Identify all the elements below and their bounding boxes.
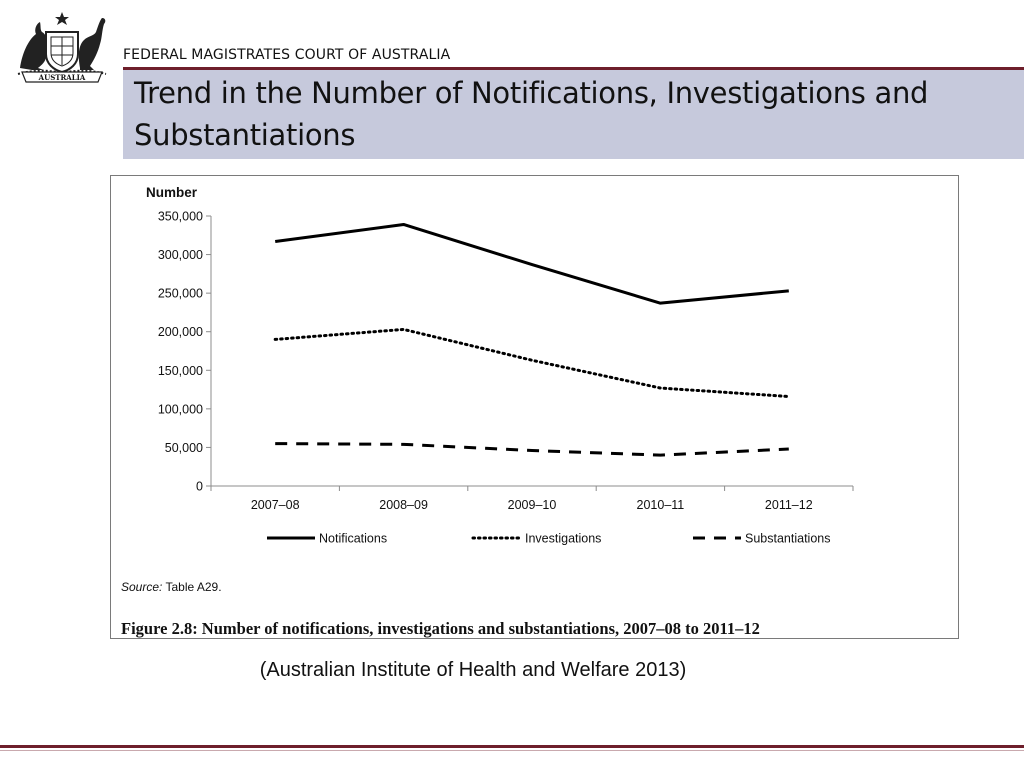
y-tick-label: 200,000 bbox=[158, 325, 203, 339]
y-tick-label: 100,000 bbox=[158, 402, 203, 416]
legend-label-notifications: Notifications bbox=[319, 532, 387, 546]
slide-title: Trend in the Number of Notifications, In… bbox=[134, 76, 929, 152]
title-banner: Trend in the Number of Notifications, In… bbox=[123, 70, 1024, 159]
y-axis-label: Number bbox=[146, 185, 198, 200]
y-tick-label: 0 bbox=[196, 480, 203, 494]
x-tick-label: 2010–11 bbox=[637, 498, 685, 512]
chart-legend: Notifications Investigations Substantiatio… bbox=[267, 532, 830, 546]
x-tick-label: 2009–10 bbox=[508, 498, 557, 512]
series-line-investigations bbox=[273, 327, 791, 399]
x-tick-label: 2011–12 bbox=[765, 498, 813, 512]
source-label: Source: bbox=[121, 580, 162, 594]
y-tick-label: 300,000 bbox=[158, 248, 203, 262]
footer-rule-lower bbox=[0, 750, 1024, 751]
y-tick-label: 350,000 bbox=[158, 210, 203, 224]
citation: (Australian Institute of Health and Welf… bbox=[259, 659, 687, 681]
y-tick-label: 250,000 bbox=[158, 287, 203, 301]
court-name: FEDERAL MAGISTRATES COURT OF AUSTRALIA bbox=[123, 47, 451, 63]
source-note: Source: Table A29. bbox=[121, 580, 222, 594]
legend-label-substantiations: Substantiations bbox=[745, 532, 830, 546]
series-line-substantiations bbox=[275, 442, 789, 457]
header-rule bbox=[123, 67, 1024, 70]
source-text: Table A29. bbox=[165, 580, 221, 594]
figure-caption: Figure 2.8: Number of notifications, inv… bbox=[121, 619, 760, 638]
crest-scroll-text: AUSTRALIA bbox=[38, 73, 86, 82]
x-tick-label: 2007–08 bbox=[251, 498, 300, 512]
y-tick-label: 50,000 bbox=[165, 441, 203, 455]
figure-frame: Number 0 50,000 100,000 150,000 200,000 250,0… bbox=[110, 175, 959, 639]
footer-rule bbox=[0, 745, 1024, 748]
legend-label-investigations: Investigations bbox=[525, 532, 601, 546]
series-line-notifications bbox=[275, 222, 789, 305]
y-axis: 0 50,000 100,000 150,000 200,000 250,000 300,0… bbox=[158, 210, 212, 494]
series-layer bbox=[273, 222, 791, 457]
x-axis: 2007–08 2008–09 2009–10 2010–11 2011–12 bbox=[210, 485, 854, 512]
y-tick-label: 150,000 bbox=[158, 364, 203, 378]
coat-of-arms-logo: AUSTRALIA bbox=[17, 12, 107, 83]
line-chart: Number 0 50,000 100,000 150,000 200,000 250,0… bbox=[121, 185, 854, 638]
x-tick-label: 2008–09 bbox=[379, 498, 428, 512]
